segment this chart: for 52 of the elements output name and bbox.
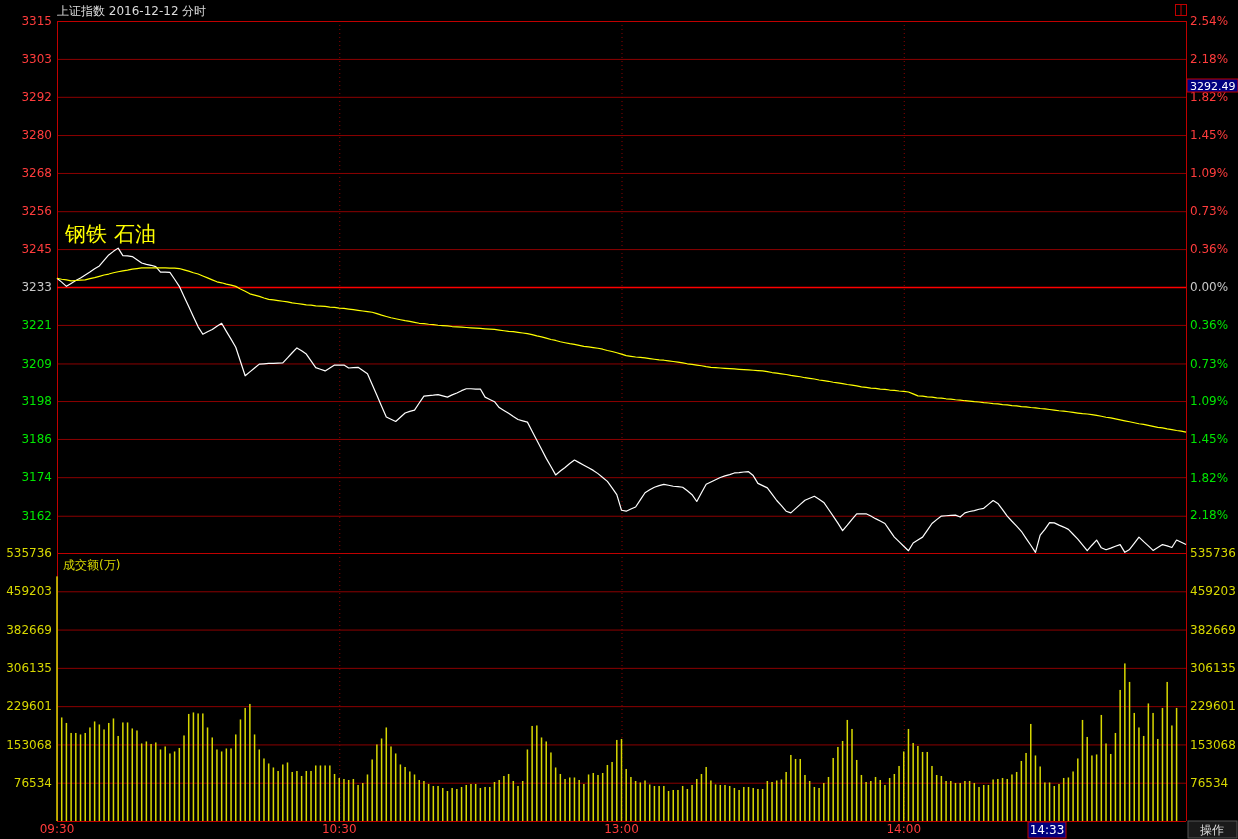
y-tick-label: 3280 xyxy=(21,128,52,143)
y2-tick-label: 1.09% xyxy=(1190,394,1229,409)
y2-tick-label: 0.73% xyxy=(1190,356,1229,371)
y2-tick-label: 382669 xyxy=(1190,622,1236,637)
y-tick-label: 459203 xyxy=(6,584,52,599)
x-tick-label: 09:30 xyxy=(39,822,75,836)
y-tick-label: 3292 xyxy=(21,90,52,105)
y-tick-label: 3268 xyxy=(21,166,52,181)
y2-tick-label: 2.54% xyxy=(1190,14,1229,29)
y-tick-label: 3221 xyxy=(21,318,52,333)
y-tick-label: 3209 xyxy=(21,356,52,371)
y-tick-label: 3186 xyxy=(21,432,52,447)
y-tick-label: 153068 xyxy=(6,737,52,752)
y-tick-label: 229601 xyxy=(6,699,52,714)
y2-tick-label: 1.09% xyxy=(1190,166,1229,181)
y2-tick-label: 0.00% xyxy=(1190,280,1229,295)
y2-tick-label: 0.36% xyxy=(1190,242,1229,257)
y-tick-label: 382669 xyxy=(6,622,52,637)
y-tick-label: 3162 xyxy=(21,508,52,523)
y-tick-label: 3256 xyxy=(21,204,52,219)
y-tick-label: 306135 xyxy=(6,661,52,676)
text: 操作 xyxy=(1200,823,1224,837)
y2-tick-label: 229601 xyxy=(1190,699,1236,714)
y2-tick-label: 76534 xyxy=(1190,775,1229,790)
chart-title: 上证指数 2016-12-12 分时 xyxy=(57,4,207,18)
y2-tick-label: 306135 xyxy=(1190,661,1236,676)
y2-tick-label: 2.18% xyxy=(1190,51,1229,66)
y-tick-label: 3315 xyxy=(21,14,52,29)
y-tick-label: 535736 xyxy=(6,546,52,561)
y2-tick-label: 0.73% xyxy=(1190,203,1229,218)
text: 14:33 xyxy=(1029,823,1065,837)
text: 3292.49 xyxy=(1190,79,1236,93)
y2-tick-label: 459203 xyxy=(1190,584,1236,599)
y-tick-label: 3174 xyxy=(21,470,52,485)
y2-tick-label: 1.45% xyxy=(1190,128,1229,143)
x-tick-label: 14:00 xyxy=(886,822,922,836)
y-tick-label: 3233 xyxy=(21,280,52,295)
line-series xyxy=(56,267,1187,433)
y2-tick-label: 0.36% xyxy=(1190,317,1229,332)
x-tick-label: 10:30 xyxy=(321,822,357,836)
chart-title: 成交额(万) xyxy=(63,558,121,572)
x-tick-label: 13:00 xyxy=(604,822,639,836)
annotation: 钢铁 石油 xyxy=(64,222,156,246)
y2-tick-label: 1.82% xyxy=(1190,470,1229,485)
y-tick-label: 3303 xyxy=(21,52,52,67)
y2-tick-label: 2.18% xyxy=(1190,508,1229,523)
y-tick-label: 3198 xyxy=(21,394,52,409)
y2-tick-label: 1.45% xyxy=(1190,432,1229,447)
y2-tick-label: 535736 xyxy=(1190,546,1236,561)
y-tick-label: 76534 xyxy=(13,775,52,790)
y-tick-label: 3245 xyxy=(21,242,52,257)
y2-tick-label: 153068 xyxy=(1190,737,1236,752)
